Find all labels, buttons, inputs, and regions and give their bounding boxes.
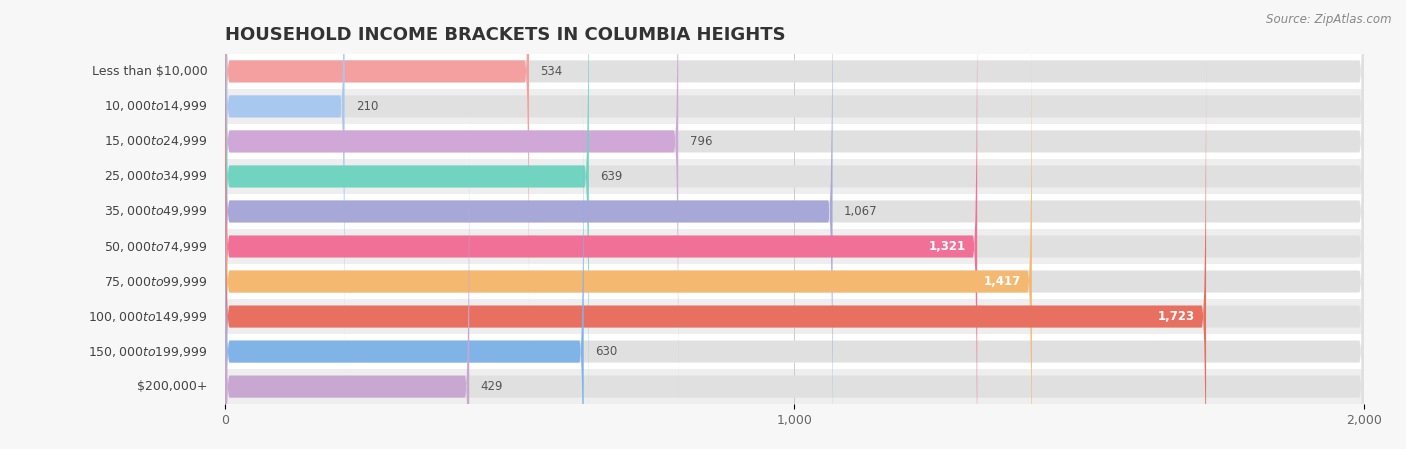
FancyBboxPatch shape xyxy=(225,0,1364,410)
Bar xyxy=(225,334,1364,369)
FancyBboxPatch shape xyxy=(225,83,583,449)
Text: Less than $10,000: Less than $10,000 xyxy=(93,65,208,78)
FancyBboxPatch shape xyxy=(225,0,529,340)
Bar xyxy=(225,369,1364,404)
Text: $150,000 to $199,999: $150,000 to $199,999 xyxy=(89,344,208,359)
Text: $50,000 to $74,999: $50,000 to $74,999 xyxy=(104,239,208,254)
Text: $100,000 to $149,999: $100,000 to $149,999 xyxy=(89,309,208,324)
Text: 1,067: 1,067 xyxy=(844,205,877,218)
Text: 210: 210 xyxy=(356,100,378,113)
FancyBboxPatch shape xyxy=(225,0,1364,375)
FancyBboxPatch shape xyxy=(225,0,344,375)
Text: $15,000 to $24,999: $15,000 to $24,999 xyxy=(104,134,208,149)
FancyBboxPatch shape xyxy=(225,48,1206,449)
Text: $200,000+: $200,000+ xyxy=(138,380,208,393)
FancyBboxPatch shape xyxy=(225,0,977,449)
Bar xyxy=(225,159,1364,194)
Text: Source: ZipAtlas.com: Source: ZipAtlas.com xyxy=(1267,13,1392,26)
FancyBboxPatch shape xyxy=(225,118,1364,449)
FancyBboxPatch shape xyxy=(225,0,1364,445)
FancyBboxPatch shape xyxy=(225,0,832,449)
FancyBboxPatch shape xyxy=(225,83,1364,449)
Bar xyxy=(225,194,1364,229)
Bar xyxy=(225,299,1364,334)
Text: 796: 796 xyxy=(689,135,711,148)
FancyBboxPatch shape xyxy=(225,0,1364,449)
Bar xyxy=(225,229,1364,264)
Text: 1,723: 1,723 xyxy=(1157,310,1195,323)
FancyBboxPatch shape xyxy=(225,0,589,445)
Text: $25,000 to $34,999: $25,000 to $34,999 xyxy=(104,169,208,184)
Text: $75,000 to $99,999: $75,000 to $99,999 xyxy=(104,274,208,289)
Text: HOUSEHOLD INCOME BRACKETS IN COLUMBIA HEIGHTS: HOUSEHOLD INCOME BRACKETS IN COLUMBIA HE… xyxy=(225,26,786,44)
Bar xyxy=(225,264,1364,299)
Text: 1,321: 1,321 xyxy=(929,240,966,253)
Text: 639: 639 xyxy=(600,170,623,183)
FancyBboxPatch shape xyxy=(225,0,1364,449)
FancyBboxPatch shape xyxy=(225,48,1364,449)
Text: 1,417: 1,417 xyxy=(983,275,1021,288)
Bar xyxy=(225,54,1364,89)
Text: 534: 534 xyxy=(540,65,562,78)
Bar xyxy=(225,89,1364,124)
Text: 429: 429 xyxy=(481,380,503,393)
Text: $10,000 to $14,999: $10,000 to $14,999 xyxy=(104,99,208,114)
FancyBboxPatch shape xyxy=(225,0,1364,340)
FancyBboxPatch shape xyxy=(225,118,470,449)
FancyBboxPatch shape xyxy=(225,13,1032,449)
Text: $35,000 to $49,999: $35,000 to $49,999 xyxy=(104,204,208,219)
Text: 630: 630 xyxy=(595,345,617,358)
Bar xyxy=(225,124,1364,159)
FancyBboxPatch shape xyxy=(225,13,1364,449)
FancyBboxPatch shape xyxy=(225,0,678,410)
